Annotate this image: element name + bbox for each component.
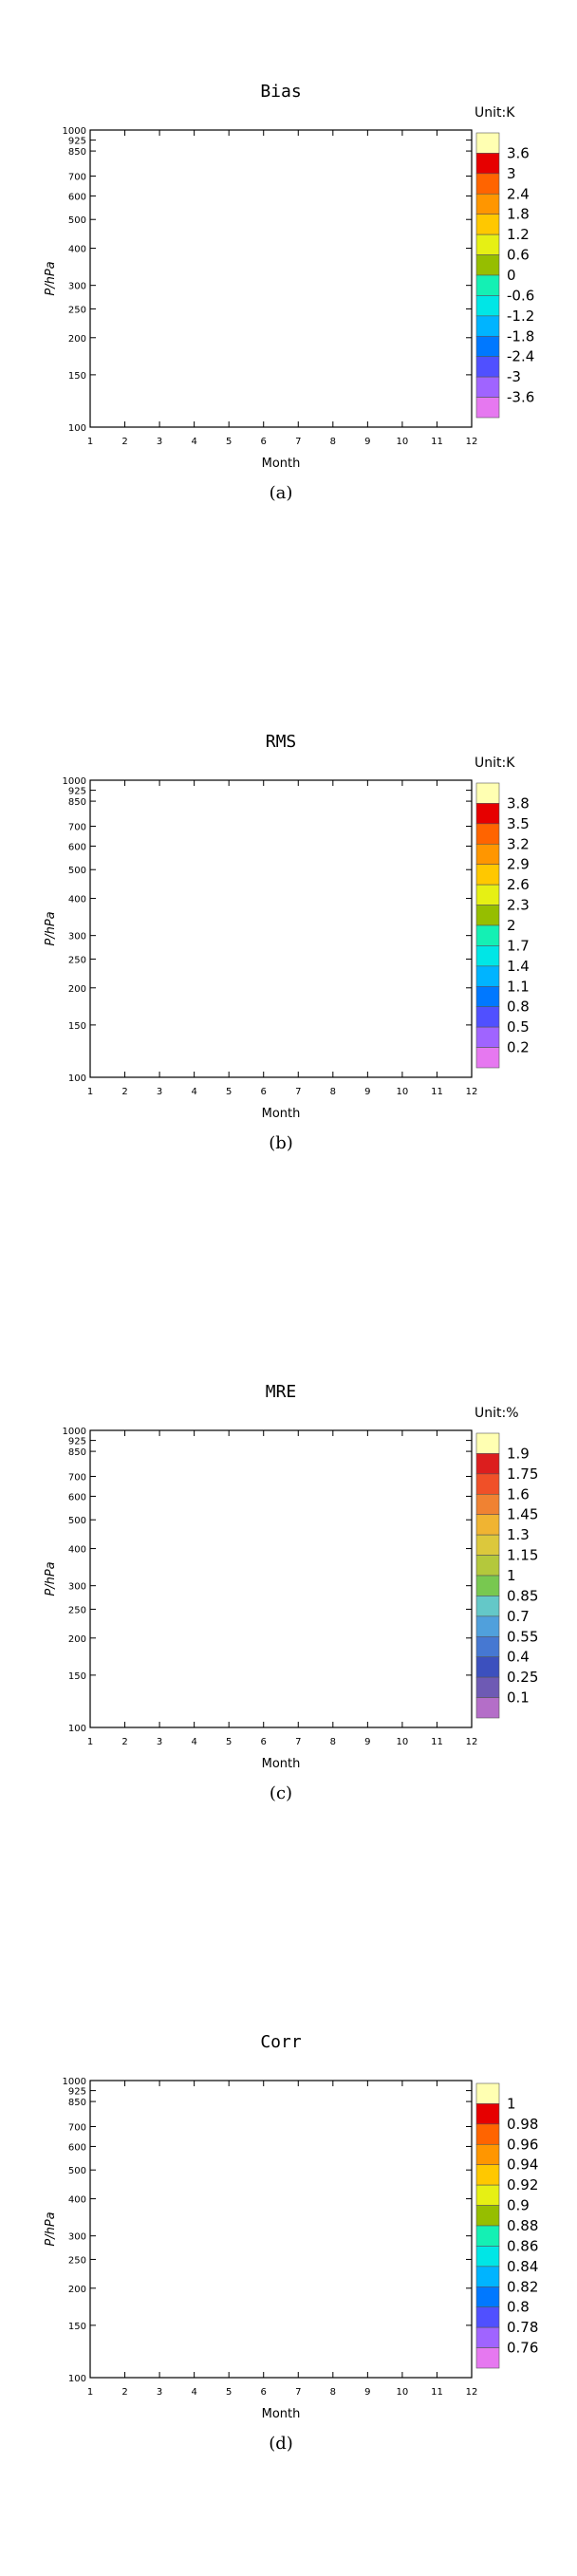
y-tick-label: 500 <box>68 215 86 226</box>
x-tick-label: 5 <box>226 437 232 447</box>
x-tick-label: 1 <box>87 437 93 447</box>
x-tick-label: 3 <box>157 437 162 447</box>
x-tick-label: 6 <box>261 437 267 447</box>
y-tick-label: 100 <box>68 423 86 434</box>
y-tick-label: 400 <box>68 245 86 255</box>
y-tick-label: 1000 <box>63 126 86 137</box>
y-tick-label: 850 <box>68 147 86 158</box>
y-tick-label: 250 <box>68 305 86 315</box>
y-tick-label: 925 <box>68 137 86 147</box>
x-tick-label: 4 <box>191 437 196 447</box>
y-tick-label: 600 <box>68 192 86 202</box>
y-tick-label: 200 <box>68 334 86 345</box>
y-tick-label: 300 <box>68 282 86 292</box>
x-tick-label: 7 <box>295 437 301 447</box>
chart-title: Bias <box>260 82 301 102</box>
y-tick-label: 700 <box>68 172 86 182</box>
plot-frame <box>89 129 473 428</box>
y-tick-label: 150 <box>68 371 86 382</box>
x-tick-label: 2 <box>121 437 127 447</box>
